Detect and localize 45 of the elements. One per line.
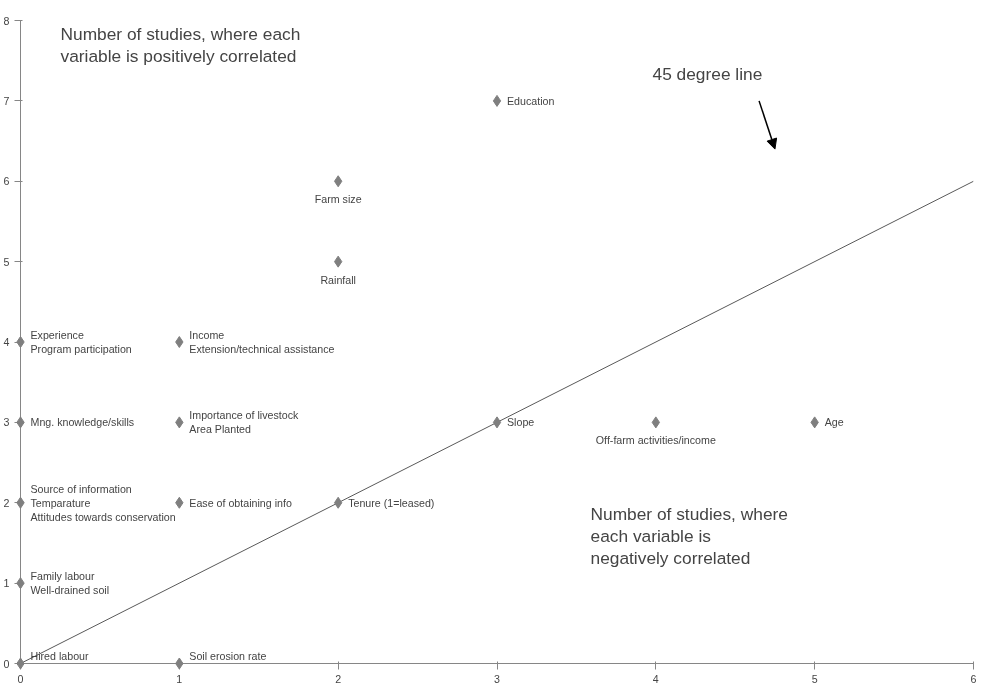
- annotation: Income: [189, 329, 225, 341]
- annotation: Hired labour: [30, 649, 89, 662]
- annotation: Importance of livestock: [189, 409, 299, 422]
- annotation: Soil erosion rate: [189, 649, 267, 662]
- y-tick-label: 1: [3, 577, 10, 590]
- y-tick-label: 4: [3, 336, 10, 348]
- x-tick-label: 6: [970, 672, 977, 685]
- x-tick-label: 0: [17, 672, 24, 685]
- annotation: Area Planted: [189, 423, 252, 436]
- y-tick-label: 6: [3, 175, 10, 188]
- annotation: Experience: [30, 329, 84, 341]
- point: [492, 416, 502, 429]
- annotation: Mng. knowledge/skills: [30, 416, 135, 429]
- y-tick-label: 2: [3, 496, 10, 509]
- annotation: Farm size: [314, 193, 362, 206]
- point: [175, 336, 184, 348]
- annotation: Well-drained soil: [30, 584, 110, 597]
- y-tick-label: 3: [3, 416, 10, 429]
- annotation: Number of studies, where each variable is negatively correlated: [590, 503, 788, 568]
- annotation: Rainfall: [320, 273, 356, 286]
- x-tick-label: 5: [811, 672, 818, 685]
- annotation: Attitudes towards conservation: [30, 510, 176, 523]
- annotation: Extension/technical assistance: [189, 343, 335, 355]
- x-tick-label: 1: [176, 672, 183, 685]
- y-tick-label: 8: [3, 14, 10, 27]
- annotation: Family labour: [30, 570, 95, 583]
- annotation: Slope: [507, 416, 535, 429]
- y-tick-label: 5: [3, 255, 10, 268]
- point: [492, 94, 502, 107]
- annotation: Number of studies, where each variable is positively correlated: [60, 23, 301, 66]
- annotation: Education: [507, 94, 555, 107]
- y-tick-label: 7: [3, 94, 10, 107]
- annotation: Off-farm activities/income: [595, 434, 716, 447]
- annotation: Age: [824, 416, 844, 429]
- x-tick-label: 3: [494, 672, 501, 685]
- x-tick-label: 4: [652, 672, 659, 685]
- point: [16, 336, 25, 348]
- annotation: Tenure (1=leased): [348, 496, 435, 509]
- annotation: Temparature: [30, 496, 91, 509]
- y-tick-label: 0: [3, 657, 10, 670]
- annotation: Ease of obtaining info: [189, 496, 292, 509]
- annotation: 45 degree line: [652, 63, 763, 84]
- annotation: Source of information: [30, 482, 132, 495]
- annotation: Program participation: [30, 343, 132, 355]
- x-tick-label: 2: [335, 672, 342, 685]
